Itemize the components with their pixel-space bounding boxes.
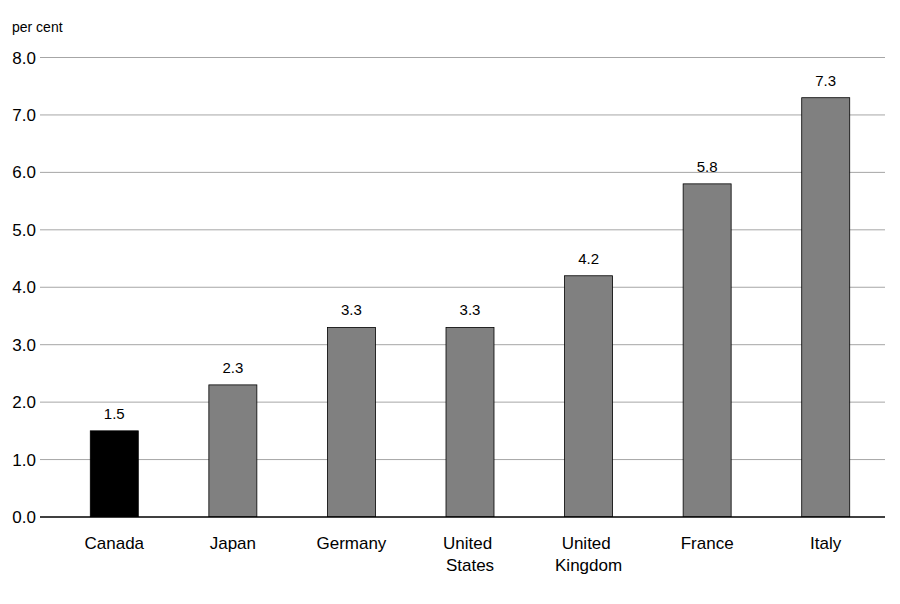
x-tick-label: Italy xyxy=(810,534,842,553)
y-tick-label: 5.0 xyxy=(12,221,36,240)
bar xyxy=(209,385,257,517)
grid-line xyxy=(40,287,885,288)
y-tick-label: 2.0 xyxy=(12,393,36,412)
grid-line xyxy=(40,57,885,58)
data-label: 3.3 xyxy=(460,301,481,318)
data-label: 5.8 xyxy=(697,158,718,175)
data-label: 7.3 xyxy=(815,72,836,89)
grid-line xyxy=(40,114,885,115)
data-label: 4.2 xyxy=(578,250,599,267)
x-axis-line xyxy=(40,516,885,518)
y-tick-label: 1.0 xyxy=(12,451,36,470)
data-label: 3.3 xyxy=(341,301,362,318)
bars xyxy=(90,98,849,517)
data-label: 1.5 xyxy=(104,405,125,422)
chart: per cent 0.0 1.0 2.0 3.0 4.0 5.0 6.0 7.0 8.0 1.5 2.… xyxy=(0,0,900,604)
y-tick-label: 8.0 xyxy=(12,49,36,68)
y-tick-label: 7.0 xyxy=(12,106,36,125)
x-tick-label: Canada xyxy=(85,534,145,553)
bar xyxy=(90,431,138,517)
x-tick-label: France xyxy=(681,534,734,553)
bar xyxy=(683,184,731,517)
x-tick-label: United States xyxy=(443,534,497,575)
bar xyxy=(565,276,613,517)
y-tick-label: 6.0 xyxy=(12,163,36,182)
y-axis-label: per cent xyxy=(12,19,63,35)
y-tick-label: 0.0 xyxy=(12,508,36,527)
data-label: 2.3 xyxy=(222,359,243,376)
x-tick-label: United Kingdom xyxy=(555,534,622,575)
bar xyxy=(327,327,375,517)
y-tick-label: 3.0 xyxy=(12,336,36,355)
y-tick-label: 4.0 xyxy=(12,278,36,297)
grid-line xyxy=(40,229,885,230)
bar xyxy=(802,98,850,517)
grid-line xyxy=(40,172,885,173)
x-tick-label: Japan xyxy=(210,534,256,553)
chart-container: per cent 0.0 1.0 2.0 3.0 4.0 5.0 6.0 7.0 8.0 1.5 2.… xyxy=(0,0,900,604)
bar xyxy=(446,327,494,517)
x-tick-label: Germany xyxy=(316,534,386,553)
